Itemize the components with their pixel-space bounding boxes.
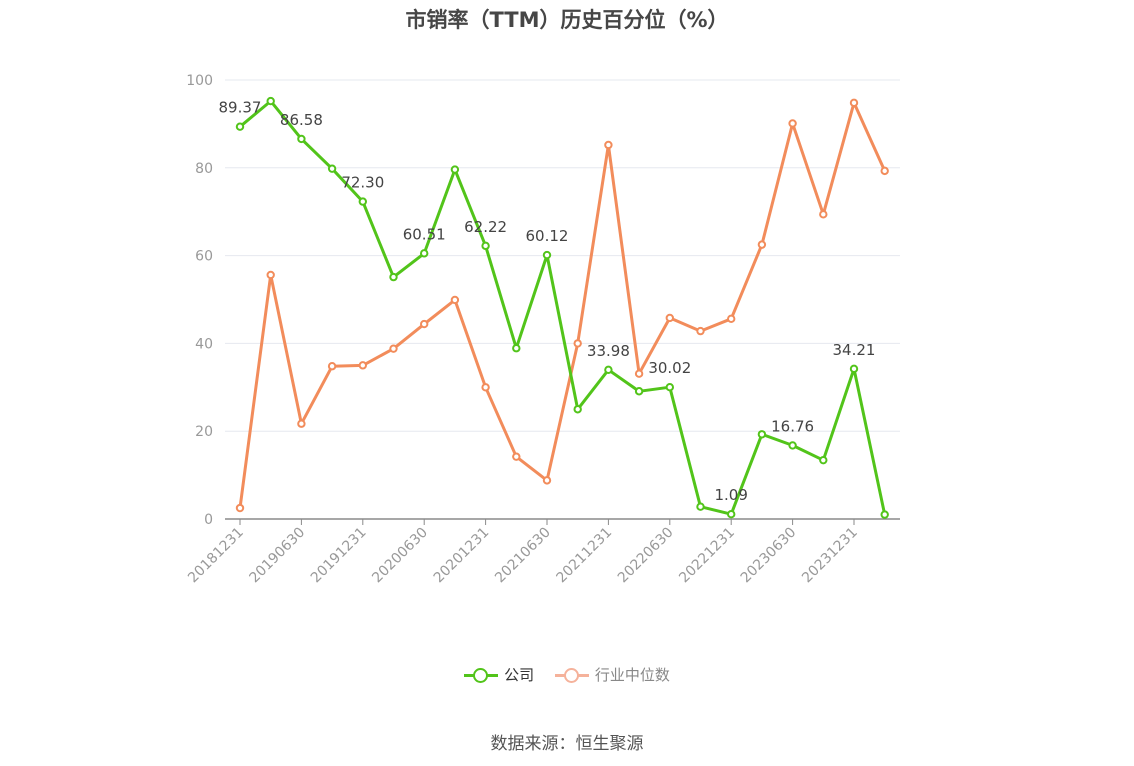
data-label: 62.22 (464, 218, 507, 236)
data-point-company (266, 96, 275, 106)
data-point-industry (757, 240, 767, 249)
data-point-industry (358, 361, 367, 370)
data-point-industry (665, 313, 674, 323)
data-point-industry (819, 210, 828, 219)
data-point-industry (327, 362, 337, 371)
data-point-industry (266, 270, 275, 280)
data-label: 30.02 (648, 359, 691, 377)
y-tick-label: 20 (195, 424, 213, 440)
series-line-company (238, 99, 887, 517)
data-label: 1.09 (714, 486, 747, 504)
legend-label-industry: 行业中位数 (594, 666, 670, 684)
data-point-industry (573, 339, 582, 348)
data-point-company (849, 364, 859, 374)
data-label: 34.21 (833, 341, 876, 359)
data-label: 33.98 (587, 342, 630, 360)
data-point-company (420, 249, 429, 258)
series-line-industry (238, 101, 887, 510)
data-point-industry (634, 369, 644, 378)
data-point-industry (481, 383, 490, 392)
data-point-company (880, 510, 889, 519)
data-point-company (573, 405, 582, 414)
legend-item-company[interactable]: 公司 (464, 664, 534, 685)
y-tick-label: 80 (195, 161, 213, 177)
data-point-industry (880, 166, 889, 176)
data-label: 89.37 (219, 99, 262, 117)
data-point-company (727, 510, 736, 519)
data-point-company (788, 441, 797, 450)
data-point-company (819, 455, 828, 465)
legend-item-industry[interactable]: 行业中位数 (554, 664, 670, 685)
y-tick-label: 60 (195, 249, 213, 265)
legend: 公司 行业中位数 (0, 664, 1134, 689)
data-point-company (327, 164, 337, 173)
data-point-industry (542, 476, 552, 485)
data-label: 60.51 (403, 225, 446, 243)
data-point-industry (512, 452, 521, 461)
data-source-note: 数据来源：恒生聚源 (490, 734, 644, 754)
y-tick-label: 40 (195, 336, 213, 352)
x-tick-label: 20201231 (431, 525, 493, 587)
x-tick-label: 20181231 (185, 525, 247, 587)
data-label: 60.12 (526, 227, 569, 245)
data-point-industry (420, 319, 429, 329)
legend-swatch-industry (554, 665, 589, 685)
x-tick-label: 20210630 (492, 525, 554, 587)
data-point-industry (696, 326, 705, 336)
data-point-company (542, 250, 552, 260)
data-point-industry (788, 119, 797, 128)
data-point-company (604, 365, 613, 375)
x-tick-label: 20221231 (676, 525, 738, 587)
data-point-industry (450, 295, 460, 305)
chart-title: 市销率（TTM）历史百分位（%） (405, 8, 729, 32)
x-tick-label: 20231231 (799, 525, 861, 587)
x-tick-label: 20191231 (308, 525, 370, 587)
data-point-industry (604, 140, 613, 150)
data-point-industry (235, 503, 245, 513)
data-point-company (512, 344, 521, 353)
legend-label-company: 公司 (504, 666, 535, 684)
data-point-company (757, 430, 767, 439)
legend-swatch-company (464, 665, 499, 685)
data-point-company (297, 134, 306, 144)
x-tick-label: 20230630 (738, 525, 800, 587)
data-point-company (634, 387, 644, 396)
data-point-industry (727, 314, 736, 324)
data-point-company (450, 165, 460, 174)
y-tick-label: 0 (204, 512, 213, 528)
data-point-company (389, 272, 398, 282)
data-point-company (696, 502, 705, 511)
data-label: 72.30 (341, 174, 384, 192)
data-label: 16.76 (771, 417, 814, 435)
data-point-industry (297, 419, 306, 428)
data-point-company (481, 241, 490, 251)
data-point-company (235, 122, 245, 131)
data-label: 86.58 (280, 111, 323, 129)
x-tick-label: 20211231 (554, 525, 616, 587)
data-point-industry (389, 344, 398, 353)
x-tick-label: 20200630 (369, 525, 431, 587)
data-point-industry (849, 98, 859, 108)
data-point-company (665, 383, 674, 392)
x-tick-label: 20190630 (247, 525, 309, 587)
data-point-company (358, 197, 367, 206)
x-tick-label: 20220630 (615, 525, 677, 587)
y-tick-label: 100 (186, 73, 213, 89)
